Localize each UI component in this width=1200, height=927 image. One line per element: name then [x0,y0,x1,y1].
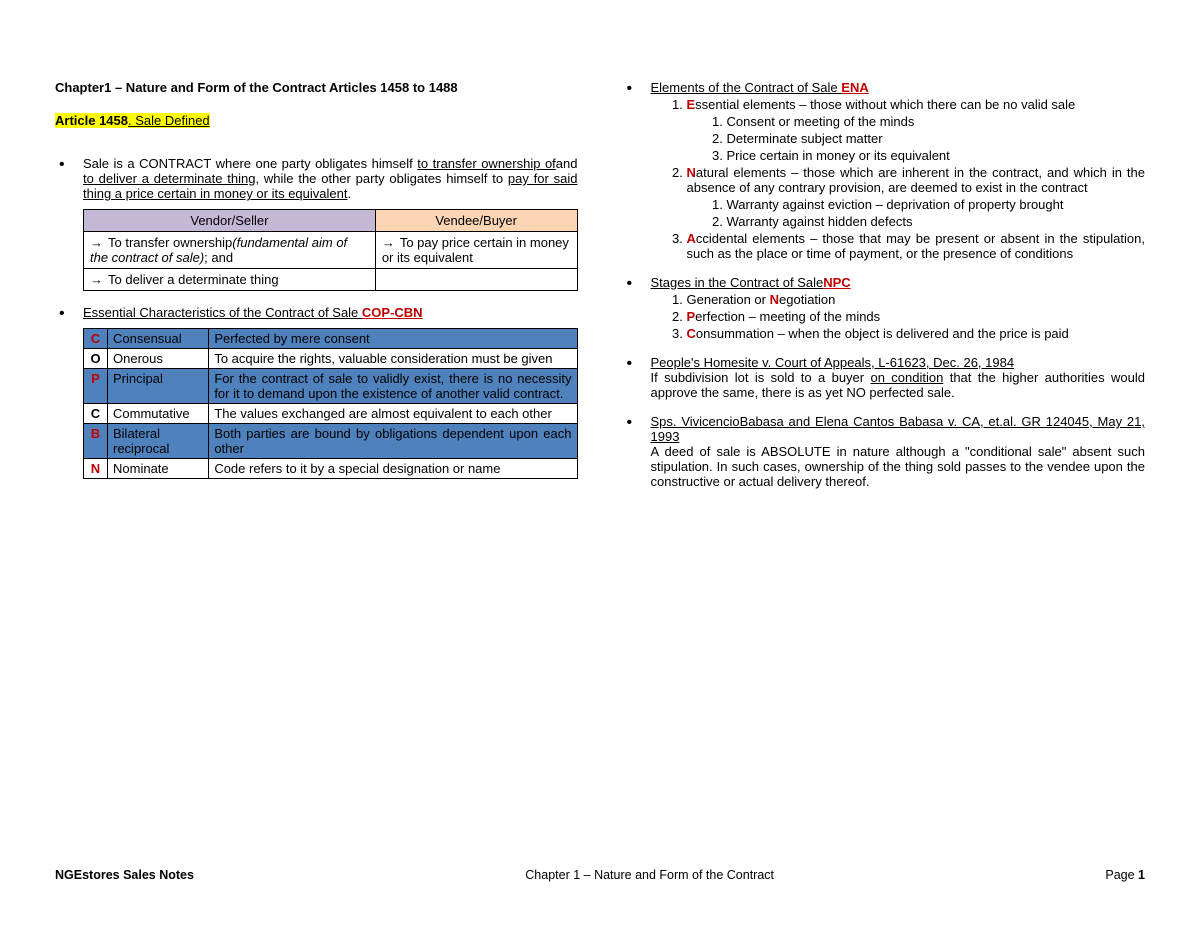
article-number: Article 1458 [55,113,128,128]
list-item: Consummation – when the object is delive… [687,326,1146,341]
stages-heading: Stages in the Contract of SaleNPC Genera… [651,275,1146,341]
essential-elements: Essential elements – those without which… [687,97,1146,163]
arrow-icon: → [90,272,108,287]
two-column-layout: Chapter1 – Nature and Form of the Contra… [55,80,1145,503]
sale-definition: Sale is a CONTRACT where one party oblig… [83,156,578,291]
table-row: O Onerous To acquire the rights, valuabl… [84,349,578,369]
footer-left: NGEstores Sales Notes [55,868,194,882]
list-item: Determinate subject matter [727,131,1146,146]
case-babasa: Sps. VivicencioBabasa and Elena Cantos B… [651,414,1146,489]
table-row: B Bilateral reciprocal Both parties are … [84,424,578,459]
table-row: N Nominate Code refers to it by a specia… [84,459,578,479]
article-heading: Article 1458. Sale Defined [55,113,578,142]
list-item: Price certain in money or its equivalent [727,148,1146,163]
natural-elements: Natural elements – those which are inher… [687,165,1146,229]
case-text: A deed of sale is ABSOLUTE in nature alt… [651,444,1146,489]
vendee-header: Vendee/Buyer [375,210,577,232]
footer-right: Page 1 [1105,868,1145,882]
left-column: Chapter1 – Nature and Form of the Contra… [55,80,578,503]
list-item: Consent or meeting of the minds [727,114,1146,129]
vendor-vendee-table: Vendor/Seller Vendee/Buyer →To transfer … [83,209,578,291]
case-title: People's Homesite v. Court of Appeals, L… [651,355,1015,370]
list-item: Perfection – meeting of the minds [687,309,1146,324]
vendor-cell-2: →To deliver a determinate thing [84,269,376,291]
chapter-title: Chapter1 – Nature and Form of the Contra… [55,80,578,95]
arrow-icon: → [90,235,108,250]
case-peoples-homesite: People's Homesite v. Court of Appeals, L… [651,355,1146,400]
right-column: Elements of the Contract of Sale ENA Ess… [623,80,1146,503]
vendor-header: Vendor/Seller [84,210,376,232]
page-footer: NGEstores Sales Notes Chapter 1 – Nature… [55,868,1145,882]
table-row: C Commutative The values exchanged are a… [84,404,578,424]
case-title: Sps. VivicencioBabasa and Elena Cantos B… [651,414,1146,444]
essential-characteristics-heading: Essential Characteristics of the Contrac… [83,305,578,479]
list-item: Warranty against eviction – deprivation … [727,197,1146,212]
list-item: Generation or Negotiation [687,292,1146,307]
cop-cbn-table: C Consensual Perfected by mere consent O… [83,328,578,479]
vendor-cell-1: →To transfer ownership(fundamental aim o… [84,232,376,269]
footer-center: Chapter 1 – Nature and Form of the Contr… [525,868,774,882]
article-subtitle: . Sale Defined [128,113,210,128]
vendee-cell-1: →To pay price certain in money or its eq… [375,232,577,269]
list-item: Warranty against hidden defects [727,214,1146,229]
elements-heading: Elements of the Contract of Sale ENA Ess… [651,80,1146,261]
vendee-cell-2 [375,269,577,291]
arrow-icon: → [382,235,400,250]
table-row: C Consensual Perfected by mere consent [84,329,578,349]
table-row: P Principal For the contract of sale to … [84,369,578,404]
accidental-elements: Accidental elements – those that may be … [687,231,1146,261]
